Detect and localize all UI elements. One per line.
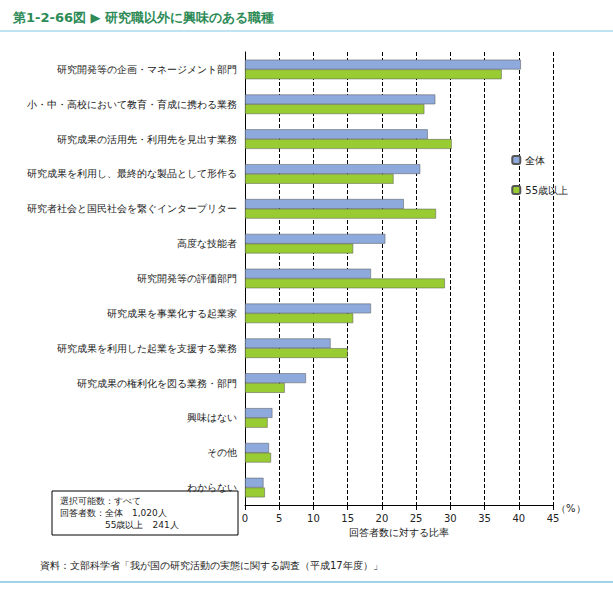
svg-text:研究開発等の評価部門: 研究開発等の評価部門 bbox=[137, 273, 237, 284]
svg-text:興味はない: 興味はない bbox=[187, 412, 237, 423]
svg-text:研究者社会と国民社会を繋ぐインタープリター: 研究者社会と国民社会を繋ぐインタープリター bbox=[27, 203, 237, 214]
svg-text:第1-2-66図 ▶ 研究職以外に興味のある職種: 第1-2-66図 ▶ 研究職以外に興味のある職種 bbox=[12, 10, 274, 25]
svg-text:研究成果の権利化を図る業務・部門: 研究成果の権利化を図る業務・部門 bbox=[77, 378, 237, 389]
svg-text:小・中・高校において教育・育成に携わる業務: 小・中・高校において教育・育成に携わる業務 bbox=[27, 99, 237, 110]
svg-text:回答者数に対する比率: 回答者数に対する比率 bbox=[349, 527, 449, 538]
svg-text:研究成果の活用先・利用先を見出す業務: 研究成果の活用先・利用先を見出す業務 bbox=[57, 134, 237, 145]
svg-text:わからない: わからない bbox=[187, 482, 237, 493]
svg-text:40: 40 bbox=[512, 513, 525, 524]
svg-text:5: 5 bbox=[276, 513, 282, 524]
svg-text:45: 45 bbox=[547, 513, 560, 524]
svg-text:30: 30 bbox=[444, 513, 457, 524]
svg-text:15: 15 bbox=[341, 513, 354, 524]
svg-text:55歳以上 241人: 55歳以上 241人 bbox=[60, 520, 179, 530]
svg-text:研究開発等の企画・マネージメント部門: 研究開発等の企画・マネージメント部門 bbox=[57, 64, 237, 75]
svg-text:研究成果を事業化する起業家: 研究成果を事業化する起業家 bbox=[107, 308, 237, 319]
svg-text:研究成果を利用し、最終的な製品として形作る: 研究成果を利用し、最終的な製品として形作る bbox=[27, 168, 237, 179]
svg-text:選択可能数：すべて: 選択可能数：すべて bbox=[60, 496, 141, 506]
svg-text:（%）: （%） bbox=[556, 503, 586, 514]
svg-text:55歳以上: 55歳以上 bbox=[525, 185, 568, 196]
svg-text:10: 10 bbox=[307, 513, 320, 524]
svg-text:回答者数：全体 1,020人: 回答者数：全体 1,020人 bbox=[60, 508, 167, 518]
svg-text:全体: 全体 bbox=[525, 155, 545, 166]
svg-text:資料：文部科学省「我が国の研究活動の実態に関する調査（平成1: 資料：文部科学省「我が国の研究活動の実態に関する調査（平成17年度）」 bbox=[40, 560, 383, 571]
svg-text:20: 20 bbox=[376, 513, 389, 524]
svg-text:高度な技能者: 高度な技能者 bbox=[177, 238, 237, 249]
svg-text:研究成果を利用した起業を支援する業務: 研究成果を利用した起業を支援する業務 bbox=[57, 343, 237, 354]
svg-text:0: 0 bbox=[242, 513, 248, 524]
svg-text:35: 35 bbox=[478, 513, 491, 524]
svg-text:その他: その他 bbox=[207, 447, 237, 458]
svg-text:25: 25 bbox=[410, 513, 423, 524]
